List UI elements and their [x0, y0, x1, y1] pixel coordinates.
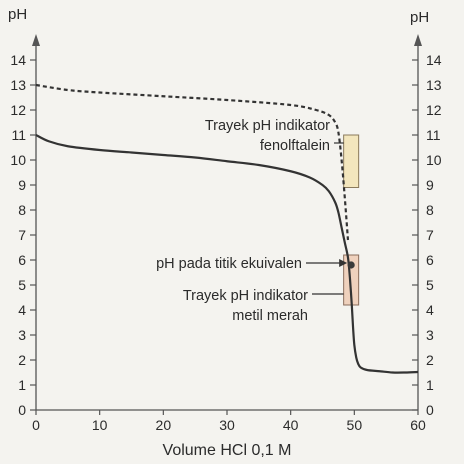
- right-y-tick-label: 13: [426, 77, 442, 93]
- right-y-tick-label: 14: [426, 52, 442, 68]
- metil-merah-label-line1: Trayek pH indikator: [183, 288, 308, 304]
- x-tick-label: 60: [410, 417, 426, 433]
- left-y-tick-label: 14: [10, 52, 26, 68]
- x-tick-label: 30: [219, 417, 235, 433]
- left-y-tick-label: 10: [10, 152, 26, 168]
- right-y-axis-label: pH: [410, 9, 429, 26]
- series-solid-curve: [35, 134, 419, 374]
- left-y-tick-label: 3: [18, 327, 26, 343]
- equivalence-label: pH pada titik ekuivalen: [156, 256, 302, 272]
- left-y-tick-label: 8: [18, 202, 26, 218]
- fenolftalein-label-line2: fenolftalein: [260, 138, 330, 154]
- left-y-tick-label: 7: [18, 227, 26, 243]
- left-y-tick-label: 1: [18, 377, 26, 393]
- x-tick-label: 20: [156, 417, 172, 433]
- equivalence-point-marker: [347, 261, 355, 269]
- right-y-tick-label: 2: [426, 352, 434, 368]
- left-y-axis-arrow: [32, 34, 40, 46]
- right-y-tick-label: 12: [426, 102, 442, 118]
- right-y-tick-label: 1: [426, 377, 434, 393]
- fenolftalein-range-box: [343, 134, 360, 188]
- metil-merah-label-line2: metil merah: [232, 308, 308, 324]
- right-y-tick-label: 5: [426, 277, 434, 293]
- right-y-tick-label: 7: [426, 227, 434, 243]
- x-tick-label: 50: [347, 417, 363, 433]
- series-dashed-curve: [35, 83, 350, 241]
- right-y-axis-arrow: [414, 34, 422, 46]
- left-y-tick-label: 6: [18, 252, 26, 268]
- left-y-tick-label: 5: [18, 277, 26, 293]
- left-y-tick-label: 12: [10, 102, 26, 118]
- left-y-tick-label: 11: [11, 127, 26, 143]
- right-y-tick-label: 6: [426, 252, 434, 268]
- right-y-tick-label: 3: [426, 327, 434, 343]
- right-y-tick-label: 8: [426, 202, 434, 218]
- x-tick-label: 40: [283, 417, 299, 433]
- right-y-tick-label: 10: [426, 152, 442, 168]
- x-axis-label: Volume HCl 0,1 M: [163, 442, 292, 459]
- right-y-tick-label: 0: [426, 402, 434, 418]
- left-y-tick-label: 4: [18, 302, 26, 318]
- left-y-tick-label: 0: [18, 402, 26, 418]
- fenolftalein-label-line1: Trayek pH indikator: [205, 118, 330, 134]
- left-y-axis-label: pH: [8, 6, 27, 23]
- left-y-tick-label: 2: [18, 352, 26, 368]
- right-y-tick-label: 11: [426, 127, 441, 143]
- right-y-tick-label: 4: [426, 302, 434, 318]
- equivalence-pointer-arrowhead: [339, 259, 348, 267]
- left-y-tick-label: 9: [18, 177, 26, 193]
- x-tick-label: 0: [32, 417, 40, 433]
- x-tick-label: 10: [92, 417, 108, 433]
- left-y-tick-label: 13: [10, 77, 26, 93]
- right-y-tick-label: 9: [426, 177, 434, 193]
